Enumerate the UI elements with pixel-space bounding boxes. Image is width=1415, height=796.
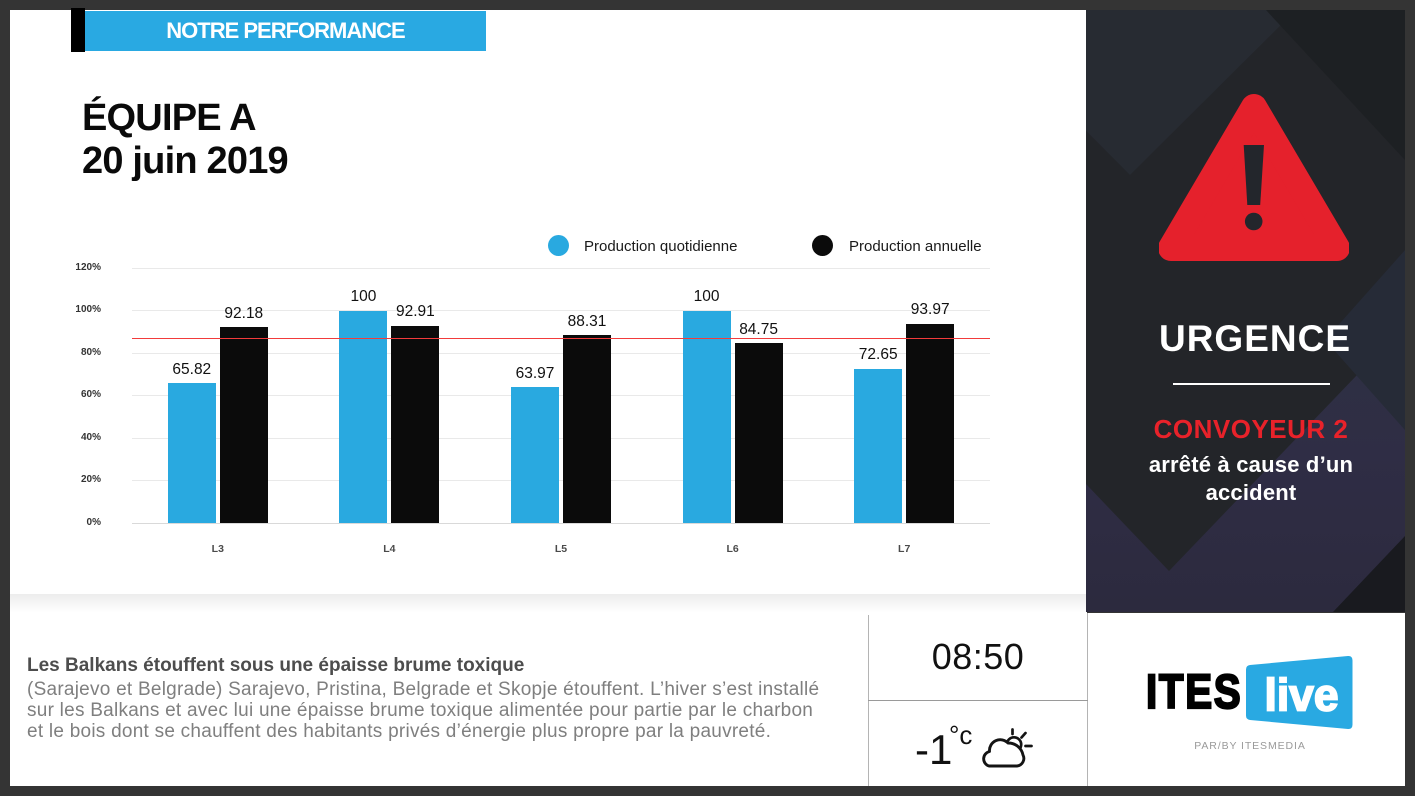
svg-text:live: live bbox=[1265, 670, 1339, 721]
